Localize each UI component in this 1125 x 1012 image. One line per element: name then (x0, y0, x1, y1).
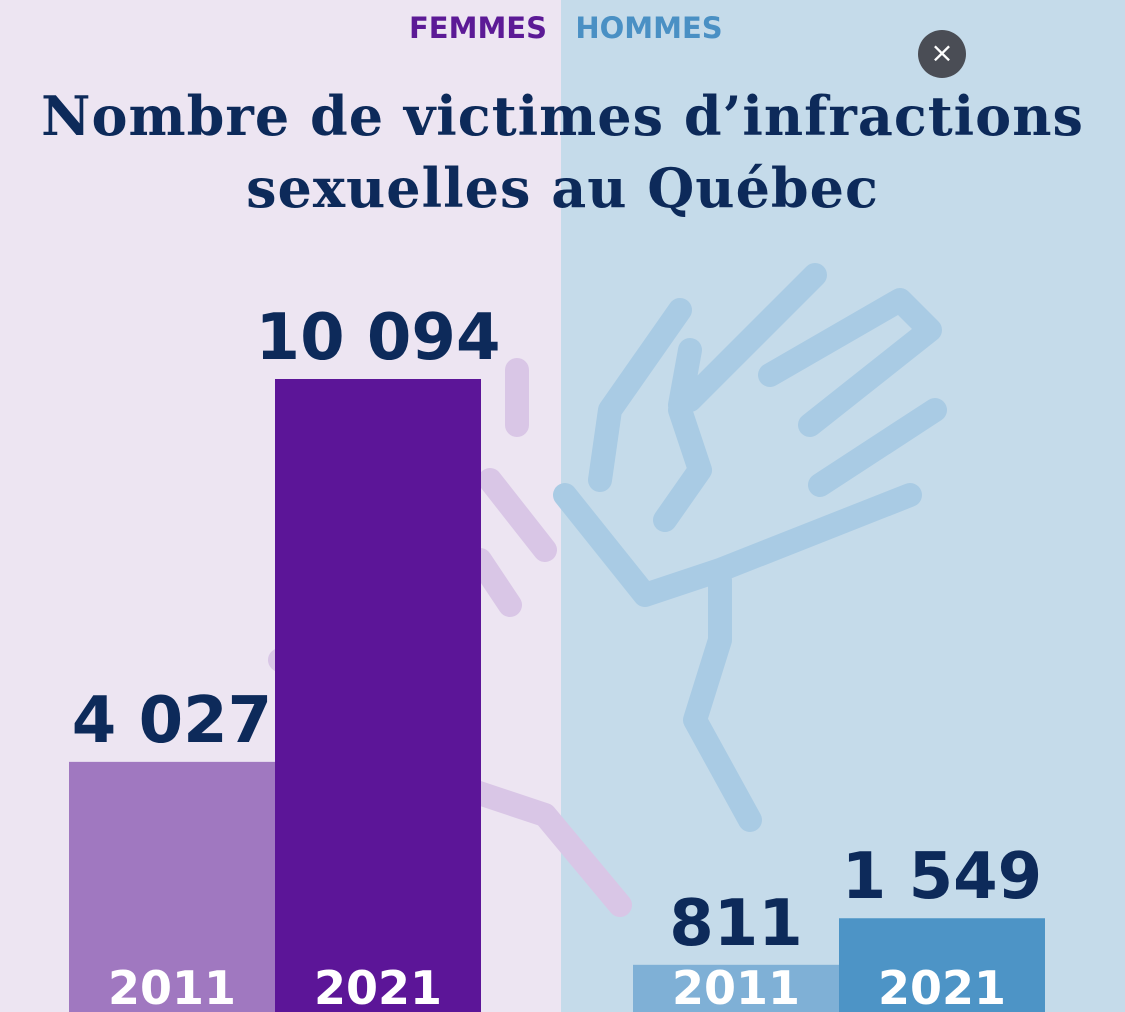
category-label: 2021 (878, 961, 1006, 1012)
legend-entry: FEMMES (409, 11, 547, 45)
bar (839, 918, 1045, 1012)
hand-illustration (268, 263, 947, 917)
chart-title: Nombre de victimes d’infractions sexuell… (41, 84, 1084, 220)
bar (275, 379, 481, 1012)
bar (69, 761, 275, 1012)
bar (633, 964, 839, 1012)
value-label: 10 094 (256, 301, 501, 375)
legend-entry: HOMMES (575, 11, 722, 45)
category-label: 2021 (314, 961, 442, 1012)
value-label: 811 (669, 887, 803, 961)
right-panel (561, 0, 1125, 1012)
close-button[interactable]: × (918, 30, 966, 78)
value-label: 4 027 (72, 684, 272, 758)
category-label: 2011 (108, 961, 236, 1012)
value-label: 1 549 (842, 840, 1042, 914)
category-label: 2011 (672, 961, 800, 1012)
